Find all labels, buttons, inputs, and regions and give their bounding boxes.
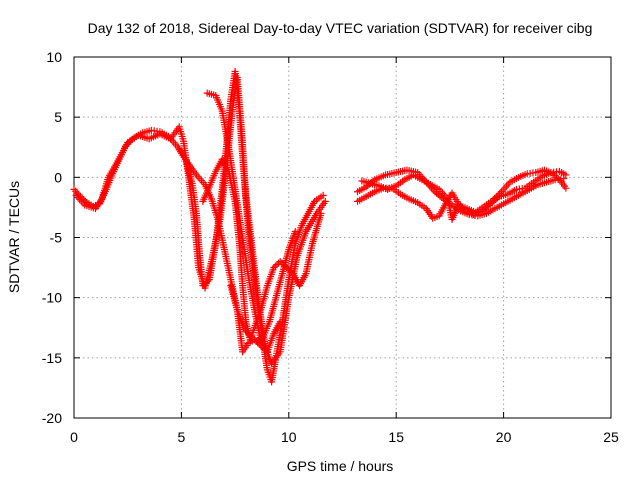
y-tick-label: -15 (42, 350, 62, 366)
data-point (562, 184, 570, 192)
data-point (276, 318, 284, 326)
data-point (281, 262, 289, 270)
y-axis-label: SDTVAR / TECUs (6, 181, 22, 293)
y-tick-label: -5 (50, 230, 63, 246)
data-point (252, 337, 260, 345)
data-point (270, 264, 278, 272)
y-tick-label: -20 (42, 410, 62, 426)
data-point (258, 343, 266, 351)
x-tick-label: 25 (603, 429, 619, 445)
data-point (257, 342, 265, 350)
data-points (70, 67, 570, 386)
y-tick-label: 0 (54, 169, 62, 185)
data-point (279, 261, 287, 269)
data-point (321, 197, 329, 205)
data-point (551, 171, 559, 179)
chart-title: Day 132 of 2018, Sidereal Day-to-day VTE… (88, 20, 593, 36)
data-point (255, 340, 263, 348)
data-point (562, 171, 570, 179)
data-point (70, 185, 78, 193)
data-point (283, 264, 291, 272)
x-tick-label: 5 (178, 429, 186, 445)
data-point (286, 267, 294, 275)
series-track-6 (227, 282, 271, 356)
data-point (554, 175, 562, 183)
series-track-9 (358, 166, 570, 223)
data-point (556, 176, 564, 184)
plot-frame (73, 56, 612, 419)
axis-ticks: 0 5 10 15 20 25 -20 -15 -10 -5 0 5 10 (42, 49, 619, 445)
x-axis-label: GPS time / hours (287, 458, 394, 474)
y-tick-label: 10 (46, 49, 62, 65)
data-point (262, 346, 270, 354)
data-point (273, 261, 281, 269)
data-point (319, 191, 327, 199)
data-point (263, 348, 271, 356)
data-point (278, 259, 286, 267)
data-point (287, 268, 295, 276)
data-point (254, 339, 262, 347)
data-point (271, 262, 279, 270)
series-track-1 (70, 67, 327, 386)
grid (74, 57, 611, 418)
data-point (284, 265, 292, 273)
data-point (492, 193, 500, 201)
data-point (552, 173, 560, 181)
data-point (276, 258, 284, 266)
x-tick-label: 0 (70, 429, 78, 445)
data-point (291, 227, 299, 235)
data-point (489, 196, 497, 204)
data-point (250, 336, 258, 344)
y-tick-label: -10 (42, 290, 62, 306)
data-point (549, 170, 557, 178)
y-tick-label: 5 (54, 109, 62, 125)
data-point (494, 191, 502, 199)
data-point (496, 189, 504, 197)
series-track-2 (72, 73, 329, 368)
data-point (317, 209, 325, 217)
data-point (491, 195, 499, 203)
data-point (260, 345, 268, 353)
x-tick-label: 20 (496, 429, 512, 445)
x-tick-label: 10 (281, 429, 297, 445)
series-track-5 (203, 89, 284, 356)
x-tick-label: 15 (388, 429, 404, 445)
